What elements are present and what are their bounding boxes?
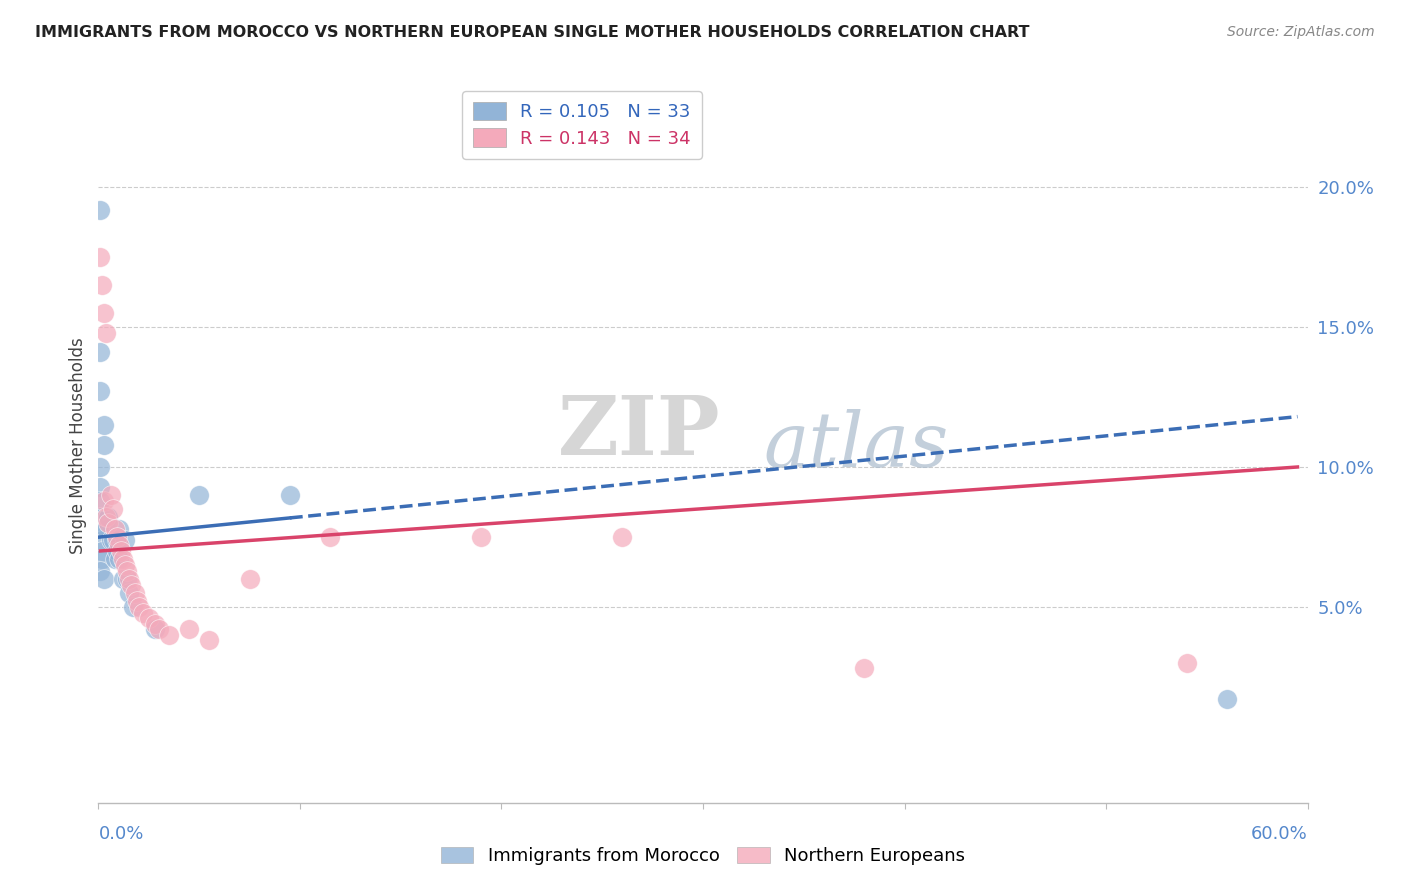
Point xyxy=(101,533,124,547)
Point xyxy=(89,564,111,578)
Point xyxy=(138,611,160,625)
Point xyxy=(470,530,492,544)
Point xyxy=(105,533,128,547)
Point xyxy=(114,558,136,572)
Point xyxy=(89,510,111,524)
Text: 60.0%: 60.0% xyxy=(1251,825,1308,843)
Point xyxy=(89,479,111,493)
Point xyxy=(1175,656,1198,670)
Point xyxy=(198,633,221,648)
Point xyxy=(96,326,118,340)
Point xyxy=(93,306,115,320)
Point xyxy=(89,493,111,508)
Point xyxy=(128,599,150,614)
Point xyxy=(105,544,128,558)
Point xyxy=(107,522,129,536)
Point xyxy=(91,533,114,547)
Point xyxy=(107,538,129,552)
Point xyxy=(125,594,148,608)
Legend: R = 0.105   N = 33, R = 0.143   N = 34: R = 0.105 N = 33, R = 0.143 N = 34 xyxy=(463,91,702,159)
Point xyxy=(89,460,111,475)
Point xyxy=(143,622,166,636)
Point xyxy=(239,572,262,586)
Point xyxy=(89,384,111,399)
Point xyxy=(278,488,301,502)
Point xyxy=(96,522,118,536)
Point xyxy=(121,599,143,614)
Point xyxy=(132,606,155,620)
Point xyxy=(103,522,125,536)
Point xyxy=(853,661,876,675)
Y-axis label: Single Mother Households: Single Mother Households xyxy=(69,338,87,554)
Point xyxy=(93,572,115,586)
Point xyxy=(110,544,132,558)
Point xyxy=(115,564,138,578)
Point xyxy=(97,516,120,530)
Point xyxy=(100,533,122,547)
Point xyxy=(188,488,211,502)
Point xyxy=(93,417,115,432)
Point xyxy=(115,572,138,586)
Point xyxy=(157,628,180,642)
Point xyxy=(1216,692,1239,706)
Text: IMMIGRANTS FROM MOROCCO VS NORTHERN EUROPEAN SINGLE MOTHER HOUSEHOLDS CORRELATIO: IMMIGRANTS FROM MOROCCO VS NORTHERN EURO… xyxy=(35,25,1029,40)
Point xyxy=(105,530,128,544)
Point xyxy=(319,530,342,544)
Point xyxy=(148,622,170,636)
Point xyxy=(143,616,166,631)
Legend: Immigrants from Morocco, Northern Europeans: Immigrants from Morocco, Northern Europe… xyxy=(433,839,973,872)
Point xyxy=(111,572,134,586)
Point xyxy=(91,544,114,558)
Point xyxy=(89,345,111,359)
Point xyxy=(111,552,134,566)
Point xyxy=(96,510,118,524)
Text: 0.0%: 0.0% xyxy=(98,825,143,843)
Point xyxy=(101,502,124,516)
Text: ZIP: ZIP xyxy=(558,392,720,472)
Point xyxy=(118,572,141,586)
Point xyxy=(91,278,114,293)
Point xyxy=(97,510,120,524)
Point xyxy=(89,522,111,536)
Point xyxy=(89,250,111,264)
Point xyxy=(93,493,115,508)
Text: atlas: atlas xyxy=(763,409,949,483)
Point xyxy=(118,586,141,600)
Point xyxy=(93,437,115,451)
Point xyxy=(91,552,114,566)
Point xyxy=(120,577,142,591)
Point xyxy=(107,552,129,566)
Point xyxy=(114,533,136,547)
Point xyxy=(179,622,201,636)
Point xyxy=(100,488,122,502)
Point xyxy=(124,586,146,600)
Text: Source: ZipAtlas.com: Source: ZipAtlas.com xyxy=(1227,25,1375,39)
Point xyxy=(89,202,111,217)
Point xyxy=(612,530,634,544)
Point xyxy=(103,552,125,566)
